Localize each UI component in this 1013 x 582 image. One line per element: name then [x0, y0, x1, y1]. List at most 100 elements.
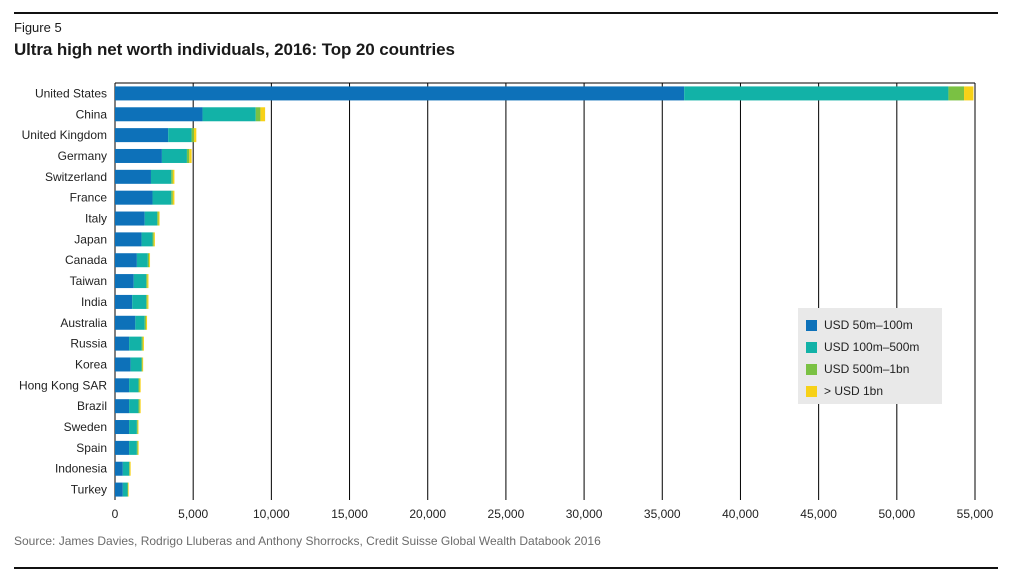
bar-segment	[191, 128, 194, 143]
bar-segment	[115, 169, 151, 184]
category-label: China	[76, 107, 108, 121]
x-tick-label: 45,000	[800, 507, 837, 521]
x-tick-label: 20,000	[409, 507, 446, 521]
legend-item: USD 500m–1bn	[806, 361, 909, 377]
category-label: Brazil	[77, 399, 107, 413]
category-label: Taiwan	[70, 274, 107, 288]
x-tick-label: 10,000	[253, 507, 290, 521]
bar-segment	[189, 148, 192, 163]
bar-segment	[115, 253, 137, 268]
bar-segment	[115, 211, 145, 226]
bar-segment	[255, 107, 261, 122]
bar-segment	[139, 399, 141, 414]
bar-segment	[144, 315, 146, 330]
bar-segment	[115, 232, 142, 247]
bar-segment	[152, 190, 172, 205]
bar-segment	[115, 378, 130, 393]
category-label: Spain	[76, 441, 107, 455]
bar-segment	[158, 211, 160, 226]
x-tick-label: 55,000	[957, 507, 994, 521]
bar-segment	[122, 461, 130, 476]
bar-segment	[136, 440, 138, 455]
legend-item: USD 100m–500m	[806, 339, 919, 355]
bar-segment	[138, 378, 140, 393]
bar-segment	[115, 86, 685, 101]
bar-segment	[135, 315, 145, 330]
bar-segment	[115, 336, 130, 351]
bar-segment	[129, 461, 130, 476]
bottom-rule	[14, 567, 998, 569]
bar-segment	[129, 378, 139, 393]
category-label: Australia	[60, 316, 107, 330]
bar-segment	[115, 294, 133, 309]
category-label: United Kingdom	[22, 128, 107, 142]
legend-swatch	[806, 341, 817, 353]
category-label: United States	[35, 86, 107, 100]
bar-segment	[122, 482, 128, 497]
bar-segment	[137, 420, 139, 435]
bar-segment	[142, 336, 144, 351]
bar-segment	[147, 274, 149, 289]
chart-title: Ultra high net worth individuals, 2016: …	[14, 40, 455, 59]
bar-segment	[146, 274, 148, 289]
bar-segment	[142, 357, 144, 372]
category-label: Switzerland	[45, 170, 107, 184]
bar-segment	[150, 169, 172, 184]
category-label: Hong Kong SAR	[19, 378, 107, 392]
bar-segment	[137, 440, 139, 455]
bar-segment	[948, 86, 965, 101]
legend-swatch	[806, 385, 817, 397]
bar-segment	[129, 336, 142, 351]
category-label: Korea	[75, 357, 107, 371]
bar-segment	[136, 253, 148, 268]
bar-segment	[168, 128, 192, 143]
x-tick-label: 0	[112, 507, 119, 521]
bar-segment	[115, 420, 130, 435]
bar-segment	[193, 128, 197, 143]
bar-segment	[171, 169, 173, 184]
bar-segment	[157, 211, 159, 226]
bar-segment	[964, 86, 974, 101]
x-tick-label: 40,000	[722, 507, 759, 521]
category-label: Indonesia	[55, 462, 107, 476]
bar-segment	[115, 440, 130, 455]
legend-label: USD 50m–100m	[824, 318, 913, 332]
category-label: France	[70, 191, 108, 205]
category-label: Russia	[70, 337, 107, 351]
x-tick-label: 15,000	[331, 507, 368, 521]
bar-segment	[115, 399, 130, 414]
category-label: Japan	[74, 232, 107, 246]
bar-segment	[129, 461, 131, 476]
bar-segment	[684, 86, 949, 101]
bar-segment	[133, 274, 147, 289]
legend-label: USD 500m–1bn	[824, 362, 910, 376]
bar-segment	[115, 274, 134, 289]
legend-label: > USD 1bn	[824, 384, 884, 398]
bar-segment	[129, 420, 137, 435]
x-tick-label: 35,000	[644, 507, 681, 521]
bar-segment	[186, 148, 190, 163]
bar-segment	[172, 169, 175, 184]
bar-segment	[115, 357, 131, 372]
bar-segment	[127, 482, 129, 497]
x-tick-labels: 0 5,000 10,000 15,000 20,000 25,000 30,000 35,0…	[112, 507, 994, 521]
bar-segment	[115, 190, 153, 205]
bar-segment	[149, 253, 151, 268]
x-tick-label: 30,000	[566, 507, 603, 521]
category-label: India	[81, 295, 107, 309]
bar-segment	[115, 128, 169, 143]
bar-segment	[129, 399, 139, 414]
category-labels: United States China United Kingdom Germany S…	[19, 86, 107, 496]
legend: USD 50m–100m USD 100m–500m USD 500m–1bn > U…	[798, 308, 942, 404]
bar-segment	[147, 294, 149, 309]
bar-segment	[129, 440, 137, 455]
bar-segment	[145, 315, 148, 330]
bar-segment	[115, 148, 162, 163]
category-label: Sweden	[64, 420, 107, 434]
bar-segment	[115, 461, 123, 476]
bar-segment	[152, 232, 154, 247]
bar-segment	[141, 357, 143, 372]
top-rule	[14, 12, 998, 14]
bar-segment	[139, 378, 141, 393]
